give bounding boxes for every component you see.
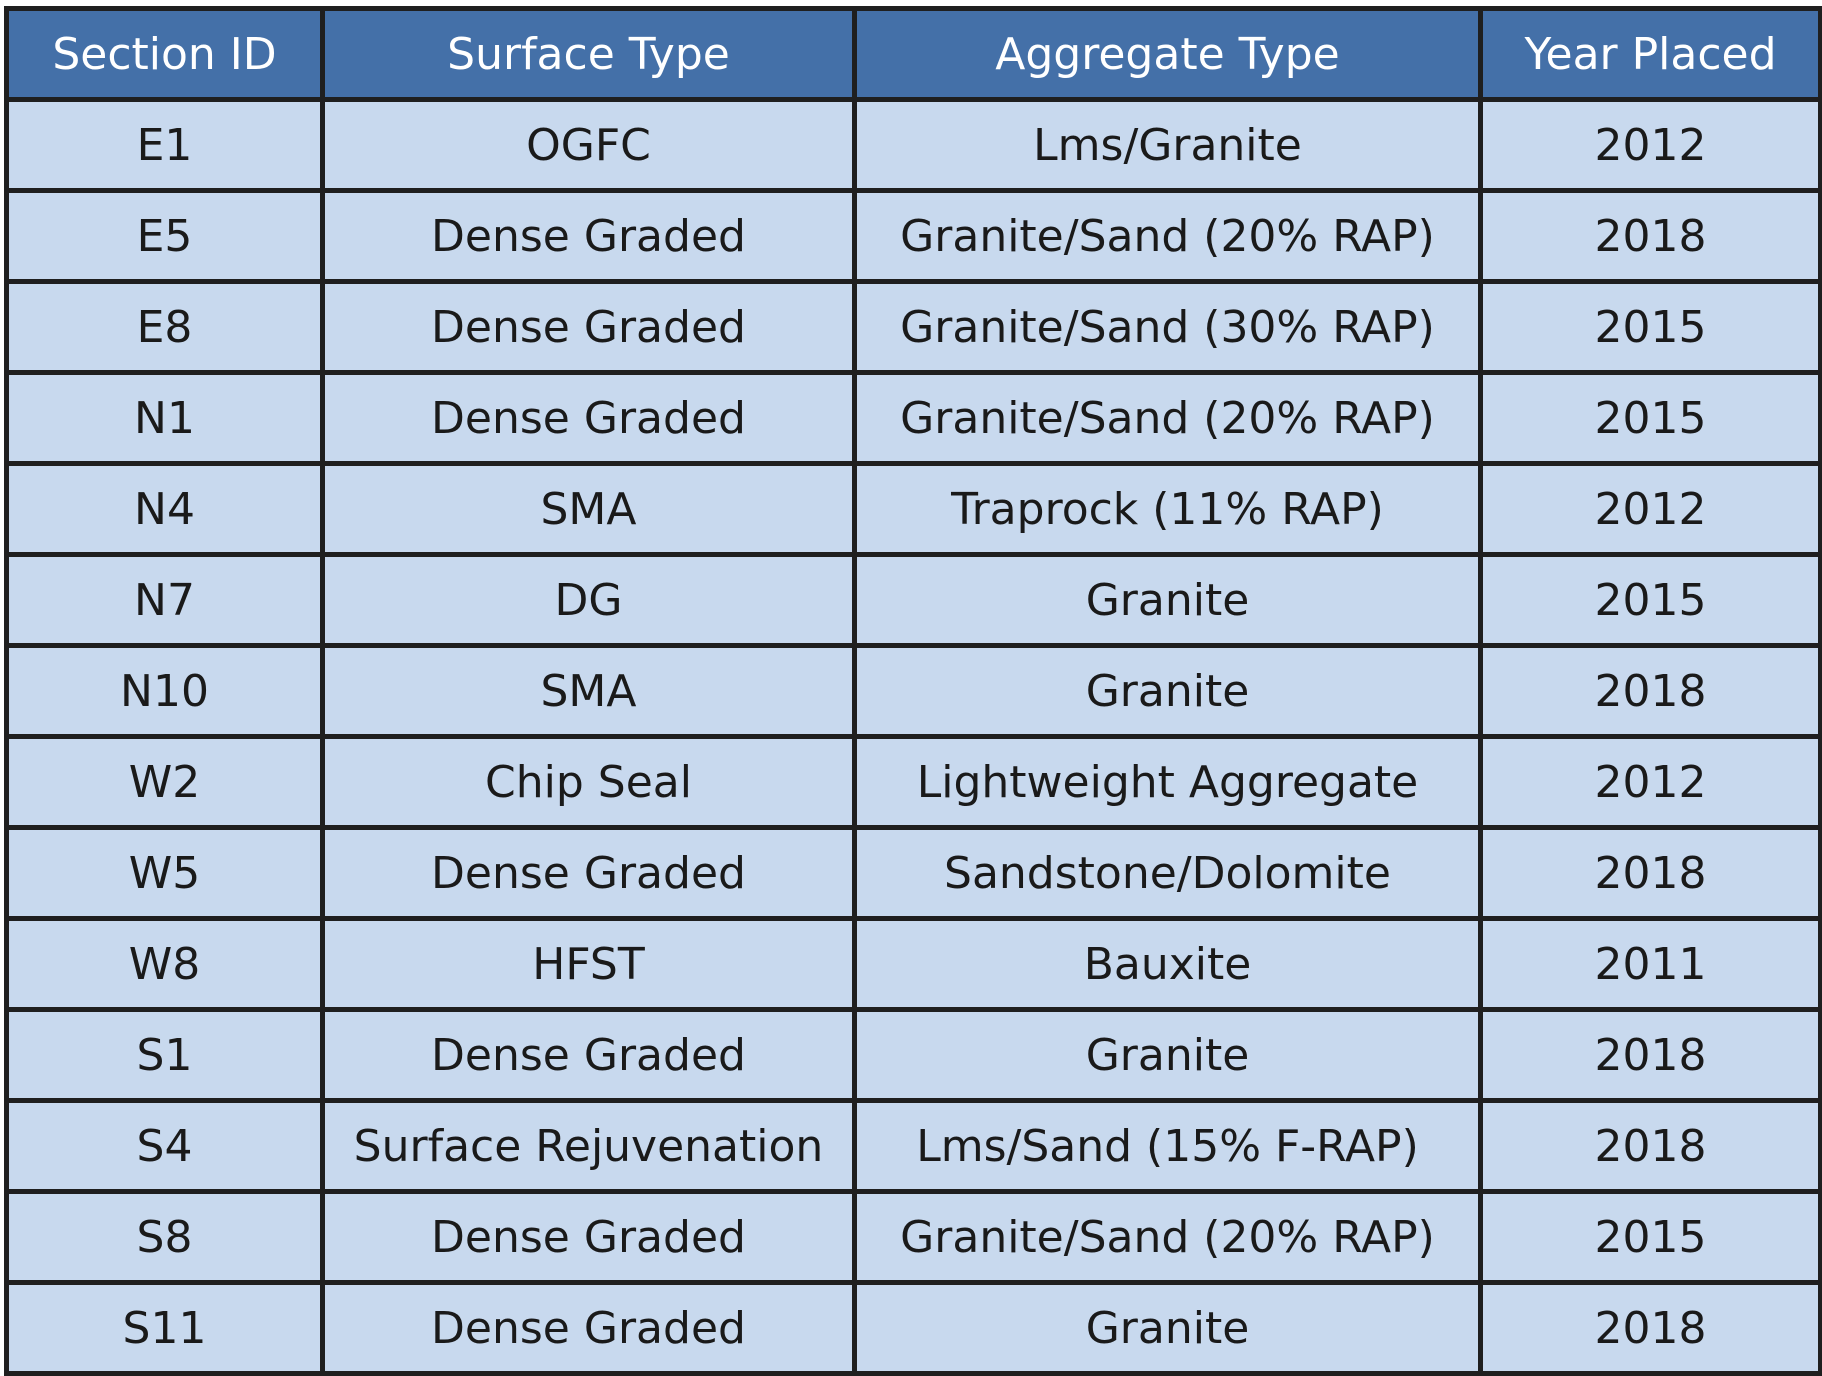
- cell-surface-type: Dense Graded: [320, 1189, 857, 1285]
- table-header: Section ID Surface Type Aggregate Type Y…: [4, 6, 1822, 102]
- cell-section-id: N4: [4, 461, 325, 557]
- table-row: W8 HFST Bauxite 2011: [4, 916, 1822, 1012]
- cell-section-id: S8: [4, 1189, 325, 1285]
- cell-surface-type: Dense Graded: [320, 370, 857, 466]
- header-aggregate-type: Aggregate Type: [852, 6, 1483, 102]
- cell-year-placed: 2015: [1478, 370, 1822, 466]
- cell-aggregate-type: Lightweight Aggregate: [852, 734, 1483, 830]
- table-row: N7 DG Granite 2015: [4, 552, 1822, 648]
- header-surface-type: Surface Type: [320, 6, 857, 102]
- cell-year-placed: 2015: [1478, 279, 1822, 375]
- cell-aggregate-type: Granite/Sand (30% RAP): [852, 279, 1483, 375]
- header-year-placed: Year Placed: [1478, 6, 1822, 102]
- cell-section-id: W2: [4, 734, 325, 830]
- cell-section-id: E8: [4, 279, 325, 375]
- cell-section-id: S4: [4, 1098, 325, 1194]
- cell-surface-type: DG: [320, 552, 857, 648]
- cell-aggregate-type: Granite: [852, 1280, 1483, 1376]
- cell-aggregate-type: Bauxite: [852, 916, 1483, 1012]
- cell-surface-type: Dense Graded: [320, 825, 857, 921]
- cell-year-placed: 2015: [1478, 1189, 1822, 1285]
- cell-surface-type: Dense Graded: [320, 279, 857, 375]
- table-row: N4 SMA Traprock (11% RAP) 2012: [4, 461, 1822, 557]
- table-row: E1 OGFC Lms/Granite 2012: [4, 97, 1822, 193]
- sections-table: Section ID Surface Type Aggregate Type Y…: [4, 6, 1822, 1376]
- sections-table-container: Section ID Surface Type Aggregate Type Y…: [4, 6, 1822, 1376]
- cell-aggregate-type: Granite: [852, 1007, 1483, 1103]
- table-row: S11 Dense Graded Granite 2018: [4, 1280, 1822, 1376]
- cell-year-placed: 2018: [1478, 1280, 1822, 1376]
- table-row: E8 Dense Graded Granite/Sand (30% RAP) 2015: [4, 279, 1822, 375]
- table-row: N1 Dense Graded Granite/Sand (20% RAP) 2015: [4, 370, 1822, 466]
- cell-surface-type: Chip Seal: [320, 734, 857, 830]
- cell-year-placed: 2012: [1478, 461, 1822, 557]
- table-row: W5 Dense Graded Sandstone/Dolomite 2018: [4, 825, 1822, 921]
- cell-year-placed: 2018: [1478, 825, 1822, 921]
- table-row: S1 Dense Graded Granite 2018: [4, 1007, 1822, 1103]
- cell-aggregate-type: Traprock (11% RAP): [852, 461, 1483, 557]
- cell-year-placed: 2018: [1478, 643, 1822, 739]
- cell-section-id: N7: [4, 552, 325, 648]
- cell-year-placed: 2012: [1478, 97, 1822, 193]
- cell-surface-type: OGFC: [320, 97, 857, 193]
- cell-aggregate-type: Granite: [852, 643, 1483, 739]
- cell-section-id: N10: [4, 643, 325, 739]
- cell-surface-type: Dense Graded: [320, 1280, 857, 1376]
- cell-section-id: S1: [4, 1007, 325, 1103]
- cell-surface-type: SMA: [320, 643, 857, 739]
- cell-section-id: W8: [4, 916, 325, 1012]
- cell-aggregate-type: Granite/Sand (20% RAP): [852, 370, 1483, 466]
- cell-aggregate-type: Granite/Sand (20% RAP): [852, 1189, 1483, 1285]
- cell-year-placed: 2011: [1478, 916, 1822, 1012]
- header-row: Section ID Surface Type Aggregate Type Y…: [4, 6, 1822, 102]
- table-row: S4 Surface Rejuvenation Lms/Sand (15% F-RA…: [4, 1098, 1822, 1194]
- table-body: E1 OGFC Lms/Granite 2012 E5 Dense Graded Grani…: [4, 97, 1822, 1376]
- cell-surface-type: HFST: [320, 916, 857, 1012]
- cell-year-placed: 2012: [1478, 734, 1822, 830]
- cell-aggregate-type: Granite: [852, 552, 1483, 648]
- cell-surface-type: Dense Graded: [320, 188, 857, 284]
- cell-aggregate-type: Lms/Granite: [852, 97, 1483, 193]
- cell-aggregate-type: Lms/Sand (15% F-RAP): [852, 1098, 1483, 1194]
- cell-section-id: S11: [4, 1280, 325, 1376]
- cell-surface-type: Surface Rejuvenation: [320, 1098, 857, 1194]
- table-row: E5 Dense Graded Granite/Sand (20% RAP) 2018: [4, 188, 1822, 284]
- table-row: S8 Dense Graded Granite/Sand (20% RAP) 2015: [4, 1189, 1822, 1285]
- cell-section-id: E1: [4, 97, 325, 193]
- header-section-id: Section ID: [4, 6, 325, 102]
- table-row: N10 SMA Granite 2018: [4, 643, 1822, 739]
- cell-year-placed: 2018: [1478, 188, 1822, 284]
- cell-year-placed: 2015: [1478, 552, 1822, 648]
- cell-section-id: W5: [4, 825, 325, 921]
- cell-aggregate-type: Sandstone/Dolomite: [852, 825, 1483, 921]
- cell-year-placed: 2018: [1478, 1007, 1822, 1103]
- cell-surface-type: SMA: [320, 461, 857, 557]
- table-row: W2 Chip Seal Lightweight Aggregate 2012: [4, 734, 1822, 830]
- cell-surface-type: Dense Graded: [320, 1007, 857, 1103]
- cell-aggregate-type: Granite/Sand (20% RAP): [852, 188, 1483, 284]
- cell-section-id: E5: [4, 188, 325, 284]
- cell-year-placed: 2018: [1478, 1098, 1822, 1194]
- cell-section-id: N1: [4, 370, 325, 466]
